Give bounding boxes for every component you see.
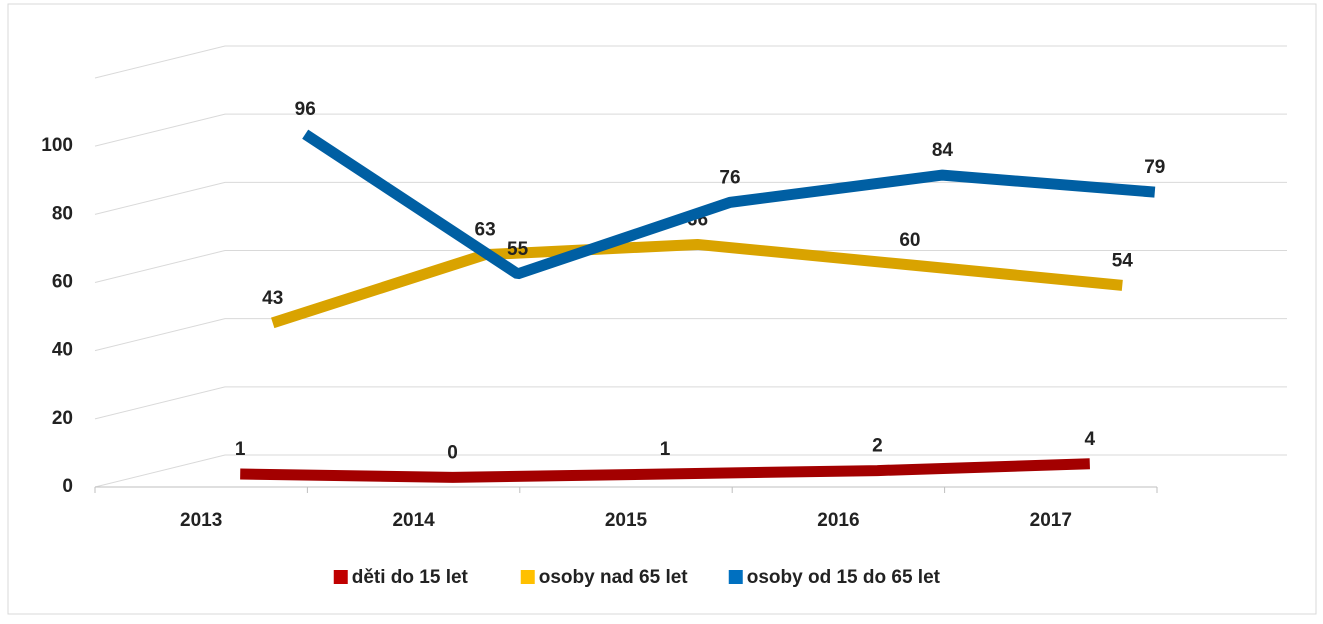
- data-label: 54: [1112, 250, 1134, 271]
- data-label: 60: [899, 230, 920, 251]
- series-line: [271, 238, 1123, 329]
- data-label: 2: [872, 436, 883, 457]
- legend-swatch: [728, 570, 743, 584]
- x-tick-label: 2016: [817, 510, 859, 531]
- legend-swatch: [333, 570, 348, 584]
- data-label: 96: [295, 99, 316, 120]
- grid-line: [94, 181, 1287, 215]
- legend-label: osoby od 15 do 65 let: [747, 567, 941, 588]
- data-label: 76: [719, 167, 740, 188]
- wall-edge: [94, 45, 1287, 79]
- legend-swatch: [520, 570, 535, 584]
- legend-label: osoby nad 65 let: [539, 567, 689, 588]
- grid-line: [94, 113, 1287, 147]
- grid-line: [94, 454, 1287, 488]
- data-label: 1: [235, 439, 246, 460]
- series-line: [302, 129, 1156, 280]
- data-label: 43: [262, 288, 283, 309]
- y-tick-label: 60: [52, 272, 73, 293]
- grid-line: [94, 250, 1287, 283]
- x-tick-label: 2013: [180, 510, 222, 531]
- grid-line: [94, 386, 1287, 420]
- legend-label: děti do 15 let: [352, 567, 469, 588]
- x-tick-label: 2014: [392, 510, 435, 531]
- data-label: 84: [932, 140, 954, 161]
- data-label: 0: [447, 442, 458, 463]
- y-tick-label: 80: [52, 203, 73, 224]
- y-tick-label: 0: [62, 476, 73, 497]
- x-tick-label: 2015: [605, 510, 648, 531]
- data-label: 55: [507, 239, 529, 260]
- x-tick-label: 2017: [1030, 510, 1072, 531]
- data-label: 4: [1085, 429, 1096, 450]
- grid-line: [94, 318, 1287, 352]
- chart-frame: [7, 3, 1317, 615]
- data-label: 1: [660, 439, 671, 460]
- y-tick-label: 40: [52, 340, 73, 361]
- series-line: [240, 458, 1090, 483]
- data-label: 63: [475, 220, 496, 241]
- y-tick-label: 100: [41, 135, 73, 156]
- data-label: 79: [1144, 157, 1165, 178]
- y-tick-label: 20: [52, 408, 73, 429]
